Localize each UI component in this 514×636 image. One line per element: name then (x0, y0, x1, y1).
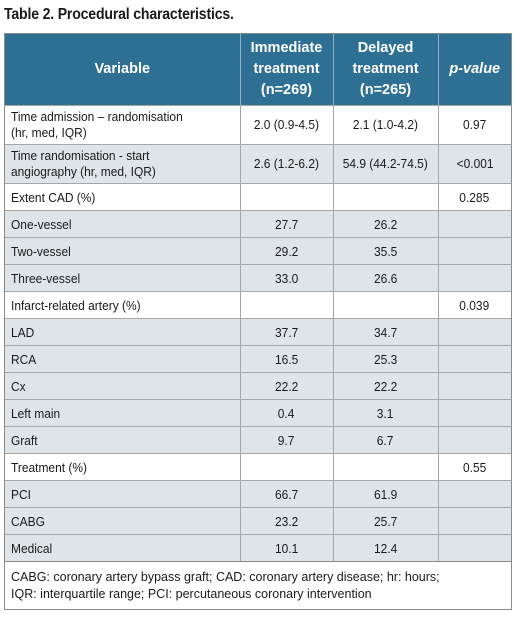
p-value (438, 426, 511, 454)
p-value: 0.97 (438, 105, 511, 145)
table-row: Cx 22.2 22.2 (5, 372, 511, 400)
delayed-value: 2.1 (1.0-4.2) (333, 105, 439, 145)
delayed-value: 61.9 (333, 480, 439, 508)
table-row: CABG 23.2 25.7 (5, 507, 511, 535)
row-label: Left main (5, 399, 241, 427)
table-container: Variable Immediate treatment (n=269) Del… (4, 33, 512, 610)
p-value: 0.55 (438, 453, 511, 481)
p-value: 0.285 (438, 183, 511, 211)
p-value: <0.001 (438, 144, 511, 184)
p-value (438, 372, 511, 400)
row-label: RCA (5, 345, 241, 373)
immediate-value: 0.4 (240, 399, 334, 427)
row-label: Medical (5, 534, 241, 561)
delayed-value: 6.7 (333, 426, 439, 454)
table-row: PCI 66.7 61.9 (5, 480, 511, 508)
header-row: Variable Immediate treatment (n=269) Del… (5, 34, 511, 106)
row-label: Cx (5, 372, 241, 400)
header-pvalue: p-value (438, 34, 511, 106)
delayed-value: 35.5 (333, 237, 439, 265)
immediate-value (240, 291, 334, 319)
immediate-value: 22.2 (240, 372, 334, 400)
row-label: Three-vessel (5, 264, 241, 292)
immediate-value: 10.1 (240, 534, 334, 561)
row-label: Two-vessel (5, 237, 241, 265)
table-row: Infarct-related artery (%) 0.039 (5, 291, 511, 319)
row-label: PCI (5, 480, 241, 508)
immediate-value: 23.2 (240, 507, 334, 535)
table-row: Time randomisation - start angiography (h… (5, 144, 511, 184)
p-value (438, 399, 511, 427)
p-value (438, 480, 511, 508)
delayed-value: 26.6 (333, 264, 439, 292)
row-label: Graft (5, 426, 241, 454)
table-footnote: CABG: coronary artery bypass graft; CAD:… (5, 561, 511, 609)
header-delayed: Delayed treatment (n=265) (333, 34, 439, 106)
immediate-value (240, 183, 334, 211)
header-immediate: Immediate treatment (n=269) (240, 34, 334, 106)
delayed-value: 25.3 (333, 345, 439, 373)
p-value (438, 507, 511, 535)
p-value (438, 237, 511, 265)
immediate-value: 66.7 (240, 480, 334, 508)
immediate-value: 27.7 (240, 210, 334, 238)
procedural-characteristics-table: Variable Immediate treatment (n=269) Del… (5, 34, 511, 561)
row-label: Time randomisation - start angiography (h… (5, 144, 241, 184)
table-row: Extent CAD (%) 0.285 (5, 183, 511, 211)
row-label: One-vessel (5, 210, 241, 238)
immediate-value: 2.6 (1.2-6.2) (240, 144, 334, 184)
footnote-line: IQR: interquartile range; PCI: percutane… (11, 587, 372, 601)
immediate-value (240, 453, 334, 481)
delayed-value (333, 453, 439, 481)
p-value (438, 318, 511, 346)
row-label: Extent CAD (%) (5, 183, 241, 211)
p-value (438, 210, 511, 238)
table-row: RCA 16.5 25.3 (5, 345, 511, 373)
table-row: Medical 10.1 12.4 (5, 534, 511, 561)
row-label: CABG (5, 507, 241, 535)
delayed-value (333, 291, 439, 319)
header-variable: Variable (5, 34, 241, 106)
immediate-value: 37.7 (240, 318, 334, 346)
table-row: LAD 37.7 34.7 (5, 318, 511, 346)
table-title: Table 2. Procedural characteristics. (4, 6, 234, 23)
p-value (438, 534, 511, 561)
delayed-value: 3.1 (333, 399, 439, 427)
row-label: Infarct-related artery (%) (5, 291, 241, 319)
delayed-value (333, 183, 439, 211)
p-value: 0.039 (438, 291, 511, 319)
immediate-value: 29.2 (240, 237, 334, 265)
delayed-value: 12.4 (333, 534, 439, 561)
table-row: One-vessel 27.7 26.2 (5, 210, 511, 238)
immediate-value: 16.5 (240, 345, 334, 373)
table-row: Left main 0.4 3.1 (5, 399, 511, 427)
immediate-value: 33.0 (240, 264, 334, 292)
delayed-value: 25.7 (333, 507, 439, 535)
p-value (438, 345, 511, 373)
table-row: Two-vessel 29.2 35.5 (5, 237, 511, 265)
delayed-value: 26.2 (333, 210, 439, 238)
row-label: Treatment (%) (5, 453, 241, 481)
delayed-value: 54.9 (44.2-74.5) (333, 144, 439, 184)
immediate-value: 9.7 (240, 426, 334, 454)
delayed-value: 34.7 (333, 318, 439, 346)
immediate-value: 2.0 (0.9-4.5) (240, 105, 334, 145)
table-row: Graft 9.7 6.7 (5, 426, 511, 454)
row-label: LAD (5, 318, 241, 346)
footnote-line: CABG: coronary artery bypass graft; CAD:… (11, 570, 440, 584)
table-row: Time admission – randomisation (hr, med, … (5, 105, 511, 145)
table-row: Three-vessel 33.0 26.6 (5, 264, 511, 292)
p-value (438, 264, 511, 292)
table-row: Treatment (%) 0.55 (5, 453, 511, 481)
delayed-value: 22.2 (333, 372, 439, 400)
row-label: Time admission – randomisation (hr, med, … (5, 105, 241, 145)
